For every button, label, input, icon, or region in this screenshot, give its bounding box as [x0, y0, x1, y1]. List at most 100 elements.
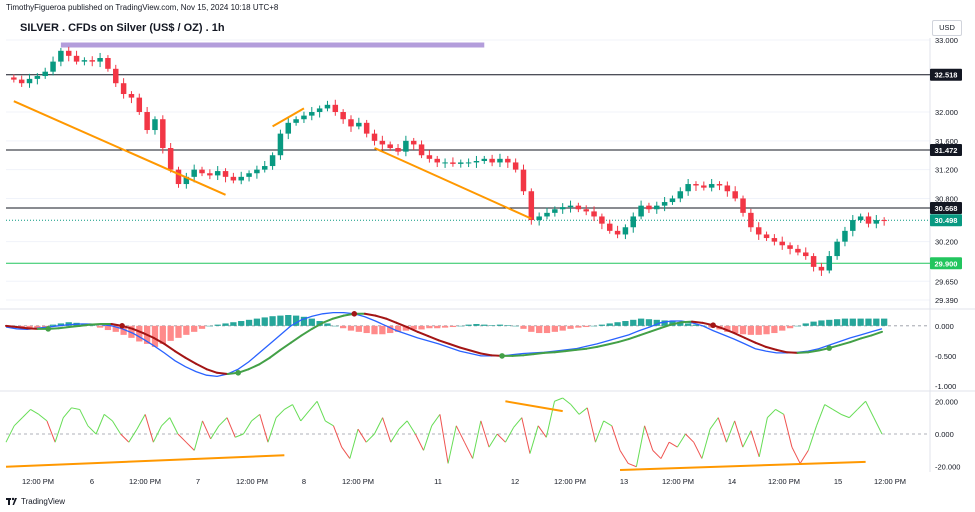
signal-segment	[163, 342, 176, 353]
time-tick-label: 12:00 PM	[662, 477, 694, 486]
candle-body	[701, 185, 707, 188]
signal-segment	[522, 353, 535, 357]
price-trendline	[13, 100, 226, 196]
candle-body	[552, 209, 558, 213]
signal-segment	[142, 332, 155, 339]
oscillator-segment	[308, 400, 318, 412]
histogram-bar	[214, 324, 221, 326]
histogram-bar	[512, 325, 519, 327]
histogram-bar	[732, 325, 739, 334]
histogram-bar	[865, 318, 872, 326]
candle-body	[575, 205, 582, 210]
candle-body	[332, 104, 339, 113]
oscillator-segment	[758, 417, 768, 458]
oscillator-segment	[71, 407, 80, 410]
oscillator-segment	[676, 433, 686, 448]
chart-canvas[interactable]: 33.000 32.000 31.600 31.200 30.800 30.200 29.6…	[0, 0, 975, 490]
currency-selector[interactable]: USD	[932, 20, 962, 36]
candle-body	[614, 230, 621, 235]
momentum-lines	[5, 310, 883, 378]
histogram-bar	[418, 325, 425, 330]
oscillator-segment	[218, 417, 228, 427]
oscillator-segment	[284, 404, 293, 410]
histogram-bar	[473, 324, 480, 326]
oscillator-segment	[791, 446, 801, 464]
histogram-bar	[128, 325, 135, 338]
candle-body	[512, 162, 519, 170]
signal-segment	[289, 334, 303, 344]
histogram-bar	[755, 325, 762, 335]
candle-body	[356, 122, 362, 127]
histogram-bar	[285, 315, 292, 326]
oscillator-segment	[603, 420, 613, 427]
histogram-bar	[261, 317, 268, 326]
signal-segment	[743, 336, 757, 344]
candle-body	[630, 216, 637, 228]
candle-body	[261, 166, 268, 170]
histogram-bar	[18, 325, 25, 328]
signal-segment	[617, 338, 630, 344]
candle-body	[818, 266, 825, 271]
oscillator-tick-label: 0.000	[935, 430, 954, 439]
candle-body	[693, 184, 699, 186]
signal-segment	[184, 356, 197, 365]
time-tick-label: 12:00 PM	[342, 477, 374, 486]
signal-segment	[89, 323, 102, 326]
candle-body	[65, 50, 72, 56]
candle-body	[128, 94, 135, 98]
signal-segment	[754, 341, 767, 348]
histogram-bar	[300, 316, 308, 326]
price-tick-label: 30.800	[935, 194, 958, 203]
oscillator-segment	[406, 420, 416, 435]
oscillator-segment	[62, 407, 72, 418]
price-tick-label: 29.650	[935, 277, 958, 286]
candle-body	[661, 202, 668, 206]
signal-segment	[448, 342, 461, 349]
level-tag-30.668	[930, 201, 962, 214]
histogram-bar	[387, 325, 394, 334]
level-tag-29.900	[930, 257, 962, 270]
candle-body	[183, 176, 190, 185]
candle-body	[316, 108, 323, 113]
oscillator-tick-label: 20.000	[935, 397, 958, 406]
oscillator-segment	[325, 420, 334, 427]
momentum-tick-label: -1.000	[935, 382, 956, 391]
oscillator-segment	[578, 407, 588, 415]
signal-segment	[173, 350, 187, 359]
histogram-bar	[230, 322, 237, 326]
oscillator-segment	[586, 407, 596, 443]
signal-segment	[722, 327, 736, 335]
histogram-bar	[410, 325, 417, 330]
signal-segment	[796, 351, 810, 354]
oscillator-segment	[103, 413, 113, 422]
histogram-bar	[340, 325, 347, 329]
oscillator-segment	[521, 417, 531, 454]
candle-body	[685, 184, 691, 192]
histogram-bar	[206, 325, 213, 327]
signal-segment	[870, 330, 883, 337]
signal-segment	[469, 349, 482, 355]
last-price-tag	[930, 214, 962, 227]
candle-body	[277, 133, 284, 156]
candle-body	[426, 155, 433, 159]
signal-segment	[427, 335, 440, 342]
histogram-bar	[496, 324, 504, 326]
oscillator-segment	[79, 409, 89, 427]
oscillator-segment	[333, 425, 343, 448]
oscillator-segment	[46, 420, 56, 443]
histogram-bar	[363, 325, 370, 334]
price-tick-label: 31.600	[935, 137, 958, 146]
candle-body	[434, 158, 440, 163]
histogram-bar	[747, 325, 755, 335]
candle-body	[285, 122, 292, 134]
histogram-bar	[324, 323, 331, 326]
oscillator-segment	[22, 409, 31, 418]
histogram-bar	[175, 325, 182, 338]
momentum-tick-label: -0.500	[935, 352, 956, 361]
candle-body	[34, 76, 41, 79]
oscillator-segment	[30, 409, 40, 415]
histogram-bar	[151, 325, 159, 347]
price-tick-label: 33.000	[935, 36, 958, 45]
candle-body	[834, 241, 840, 257]
candle-body	[842, 230, 848, 242]
